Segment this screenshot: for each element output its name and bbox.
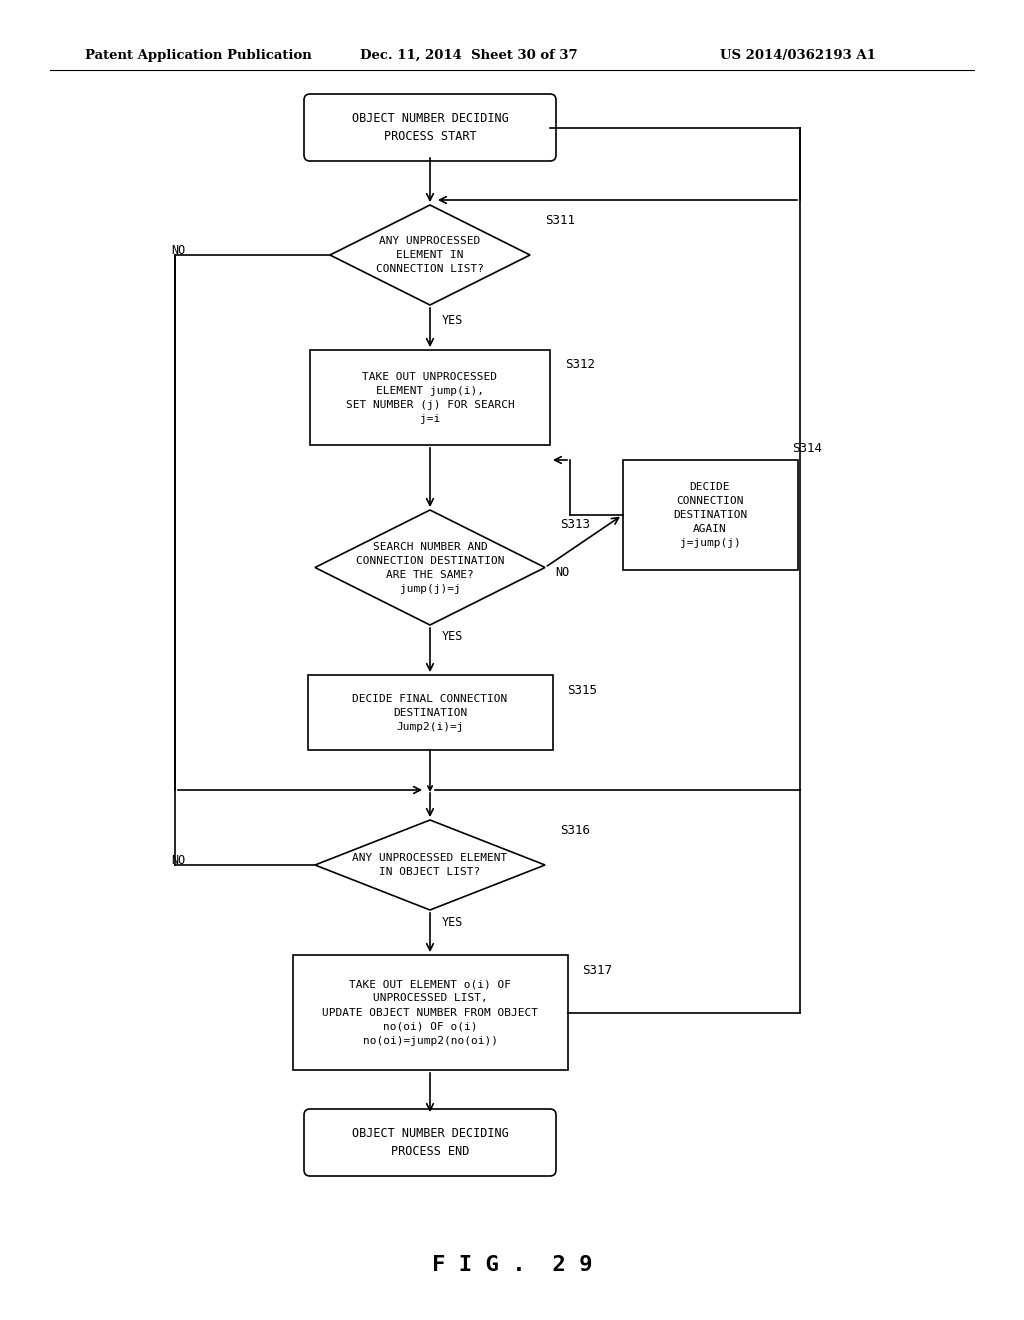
Text: S313: S313 xyxy=(560,519,590,532)
Text: Dec. 11, 2014  Sheet 30 of 37: Dec. 11, 2014 Sheet 30 of 37 xyxy=(360,49,578,62)
Text: YES: YES xyxy=(442,916,464,928)
Text: F I G .  2 9: F I G . 2 9 xyxy=(432,1255,592,1275)
Text: TAKE OUT UNPROCESSED
ELEMENT jump(i),
SET NUMBER (j) FOR SEARCH
j=i: TAKE OUT UNPROCESSED ELEMENT jump(i), SE… xyxy=(346,371,514,424)
Polygon shape xyxy=(330,205,530,305)
Text: S317: S317 xyxy=(583,964,612,977)
Text: S312: S312 xyxy=(565,359,595,371)
Text: DECIDE
CONNECTION
DESTINATION
AGAIN
j=jump(j): DECIDE CONNECTION DESTINATION AGAIN j=ju… xyxy=(673,482,748,548)
Text: Patent Application Publication: Patent Application Publication xyxy=(85,49,311,62)
Bar xyxy=(293,954,567,1071)
Text: NO: NO xyxy=(171,854,185,866)
Text: ANY UNPROCESSED
ELEMENT IN
CONNECTION LIST?: ANY UNPROCESSED ELEMENT IN CONNECTION LI… xyxy=(376,236,484,275)
FancyBboxPatch shape xyxy=(304,94,556,161)
Text: NO: NO xyxy=(555,566,569,579)
FancyBboxPatch shape xyxy=(304,1109,556,1176)
Text: YES: YES xyxy=(442,314,464,326)
Bar xyxy=(310,350,550,445)
Text: NO: NO xyxy=(171,243,185,256)
Text: TAKE OUT ELEMENT o(i) OF
UNPROCESSED LIST,
UPDATE OBJECT NUMBER FROM OBJECT
no(o: TAKE OUT ELEMENT o(i) OF UNPROCESSED LIS… xyxy=(322,979,538,1045)
Text: S315: S315 xyxy=(567,684,597,697)
Text: OBJECT NUMBER DECIDING
PROCESS START: OBJECT NUMBER DECIDING PROCESS START xyxy=(351,112,508,143)
Polygon shape xyxy=(315,510,545,624)
Text: SEARCH NUMBER AND
CONNECTION DESTINATION
ARE THE SAME?
jump(j)=j: SEARCH NUMBER AND CONNECTION DESTINATION… xyxy=(355,541,504,594)
Text: DECIDE FINAL CONNECTION
DESTINATION
Jump2(i)=j: DECIDE FINAL CONNECTION DESTINATION Jump… xyxy=(352,693,508,731)
Text: S316: S316 xyxy=(560,824,590,837)
Text: US 2014/0362193 A1: US 2014/0362193 A1 xyxy=(720,49,876,62)
Bar xyxy=(307,675,553,750)
Text: YES: YES xyxy=(442,631,464,644)
Text: S314: S314 xyxy=(793,442,822,455)
Polygon shape xyxy=(315,820,545,909)
Text: ANY UNPROCESSED ELEMENT
IN OBJECT LIST?: ANY UNPROCESSED ELEMENT IN OBJECT LIST? xyxy=(352,853,508,876)
Text: OBJECT NUMBER DECIDING
PROCESS END: OBJECT NUMBER DECIDING PROCESS END xyxy=(351,1127,508,1158)
Bar xyxy=(623,459,798,570)
Text: S311: S311 xyxy=(545,214,575,227)
